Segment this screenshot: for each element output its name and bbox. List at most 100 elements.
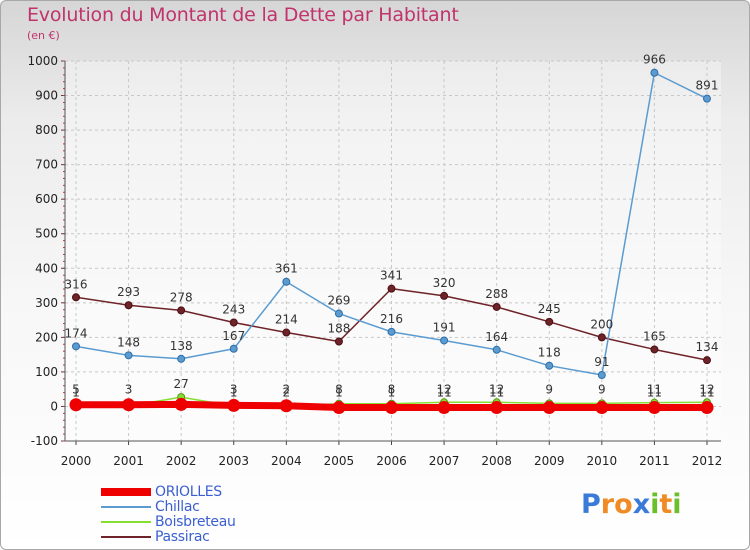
data-label: 8 xyxy=(335,382,343,396)
data-label: 1 xyxy=(230,385,238,399)
tick-label-x: 2008 xyxy=(481,454,512,468)
legend-swatch xyxy=(101,536,151,538)
tick-label-y: 800 xyxy=(35,123,58,137)
data-point xyxy=(332,400,346,414)
tick-label-x: 2006 xyxy=(376,454,407,468)
tick-label-x: 2007 xyxy=(429,454,460,468)
data-label: 2 xyxy=(283,382,291,396)
tick-label-x: 2012 xyxy=(692,454,723,468)
data-label: 3 xyxy=(125,382,133,396)
data-label: 148 xyxy=(117,335,140,349)
data-label: 12 xyxy=(489,382,504,396)
logo-letter: o xyxy=(614,489,633,520)
tick-label-y: 700 xyxy=(35,158,58,172)
data-label: 11 xyxy=(489,385,504,399)
data-point xyxy=(437,400,451,414)
data-label: 278 xyxy=(170,290,193,304)
legend-label: Boisbreteau xyxy=(155,514,236,530)
tick-label-x: 2005 xyxy=(324,454,355,468)
data-label: 3 xyxy=(230,382,238,396)
data-point xyxy=(72,342,80,351)
plot-area xyxy=(65,61,721,441)
data-point xyxy=(492,345,501,354)
data-point xyxy=(387,284,396,293)
tick-label-y: -100 xyxy=(31,434,58,448)
tick-label-y: 0 xyxy=(50,399,58,413)
logo-letter: x xyxy=(632,489,651,520)
data-label: 1 xyxy=(335,385,343,399)
tick-label-x: 2002 xyxy=(166,454,197,468)
data-label: 214 xyxy=(275,313,298,327)
data-label: 11 xyxy=(647,382,662,396)
data-point xyxy=(177,306,186,315)
data-label: 191 xyxy=(433,320,456,334)
data-label: 269 xyxy=(327,294,350,308)
data-point xyxy=(282,328,291,337)
data-label: 91 xyxy=(594,355,609,369)
data-label: 245 xyxy=(538,302,561,316)
tick-label-y: 400 xyxy=(35,261,58,275)
data-label: 361 xyxy=(275,262,298,276)
tick-label-x: 2010 xyxy=(587,454,618,468)
data-point xyxy=(387,327,396,336)
data-point xyxy=(334,309,343,318)
data-label: 341 xyxy=(380,269,403,283)
data-label: 11 xyxy=(699,385,714,399)
data-point xyxy=(124,351,133,360)
tick-label-x: 2011 xyxy=(639,454,670,468)
data-point xyxy=(545,361,554,370)
data-label: 12 xyxy=(436,382,451,396)
data-point xyxy=(597,371,606,380)
data-label: 118 xyxy=(538,346,561,360)
data-point xyxy=(282,277,291,286)
data-point xyxy=(122,398,136,412)
data-label: 216 xyxy=(380,312,403,326)
legend-label: Passirac xyxy=(155,529,210,545)
legend-label: ORIOLLES xyxy=(155,484,222,500)
tick-label-x: 2003 xyxy=(218,454,249,468)
data-point xyxy=(124,301,133,310)
data-label: 1 xyxy=(72,385,80,399)
data-label: 8 xyxy=(388,382,396,396)
data-label: 9 xyxy=(545,382,553,396)
logo-letter: r xyxy=(600,489,615,520)
data-label: 165 xyxy=(643,329,666,343)
tick-label-x: 2001 xyxy=(113,454,144,468)
unit-label: (en €) xyxy=(27,29,60,42)
data-label: 320 xyxy=(433,276,456,290)
data-label: 316 xyxy=(65,277,88,291)
tick-label-y: 300 xyxy=(35,296,58,310)
data-label: 1 xyxy=(388,385,396,399)
data-point xyxy=(700,400,714,414)
data-label: 11 xyxy=(436,385,451,399)
data-label: 288 xyxy=(485,287,508,301)
tick-label-y: 1000 xyxy=(27,54,58,68)
data-label: 188 xyxy=(327,322,350,336)
data-point xyxy=(177,354,186,363)
legend-label: Chillac xyxy=(155,499,200,515)
legend-swatch xyxy=(101,521,151,523)
data-label: 5 xyxy=(72,382,80,396)
data-label: 200 xyxy=(590,317,613,331)
data-label: 11 xyxy=(647,385,662,399)
data-point xyxy=(279,399,293,413)
tick-label-x: 2009 xyxy=(534,454,565,468)
data-label: 243 xyxy=(222,303,245,317)
data-point xyxy=(440,291,449,300)
data-point xyxy=(174,397,188,411)
data-point xyxy=(440,336,449,345)
data-label: 174 xyxy=(65,326,88,340)
data-label: 134 xyxy=(696,340,719,354)
data-label: 164 xyxy=(485,330,508,344)
logo-letter: i xyxy=(650,489,660,520)
data-point xyxy=(545,317,554,326)
data-point xyxy=(385,400,398,414)
data-point xyxy=(229,344,238,353)
data-point xyxy=(650,345,659,354)
data-label: 2 xyxy=(283,385,291,399)
data-label: 167 xyxy=(222,329,245,343)
data-point xyxy=(703,94,711,103)
data-point xyxy=(595,400,609,414)
chart-title: Evolution du Montant de la Dette par Hab… xyxy=(27,4,459,26)
